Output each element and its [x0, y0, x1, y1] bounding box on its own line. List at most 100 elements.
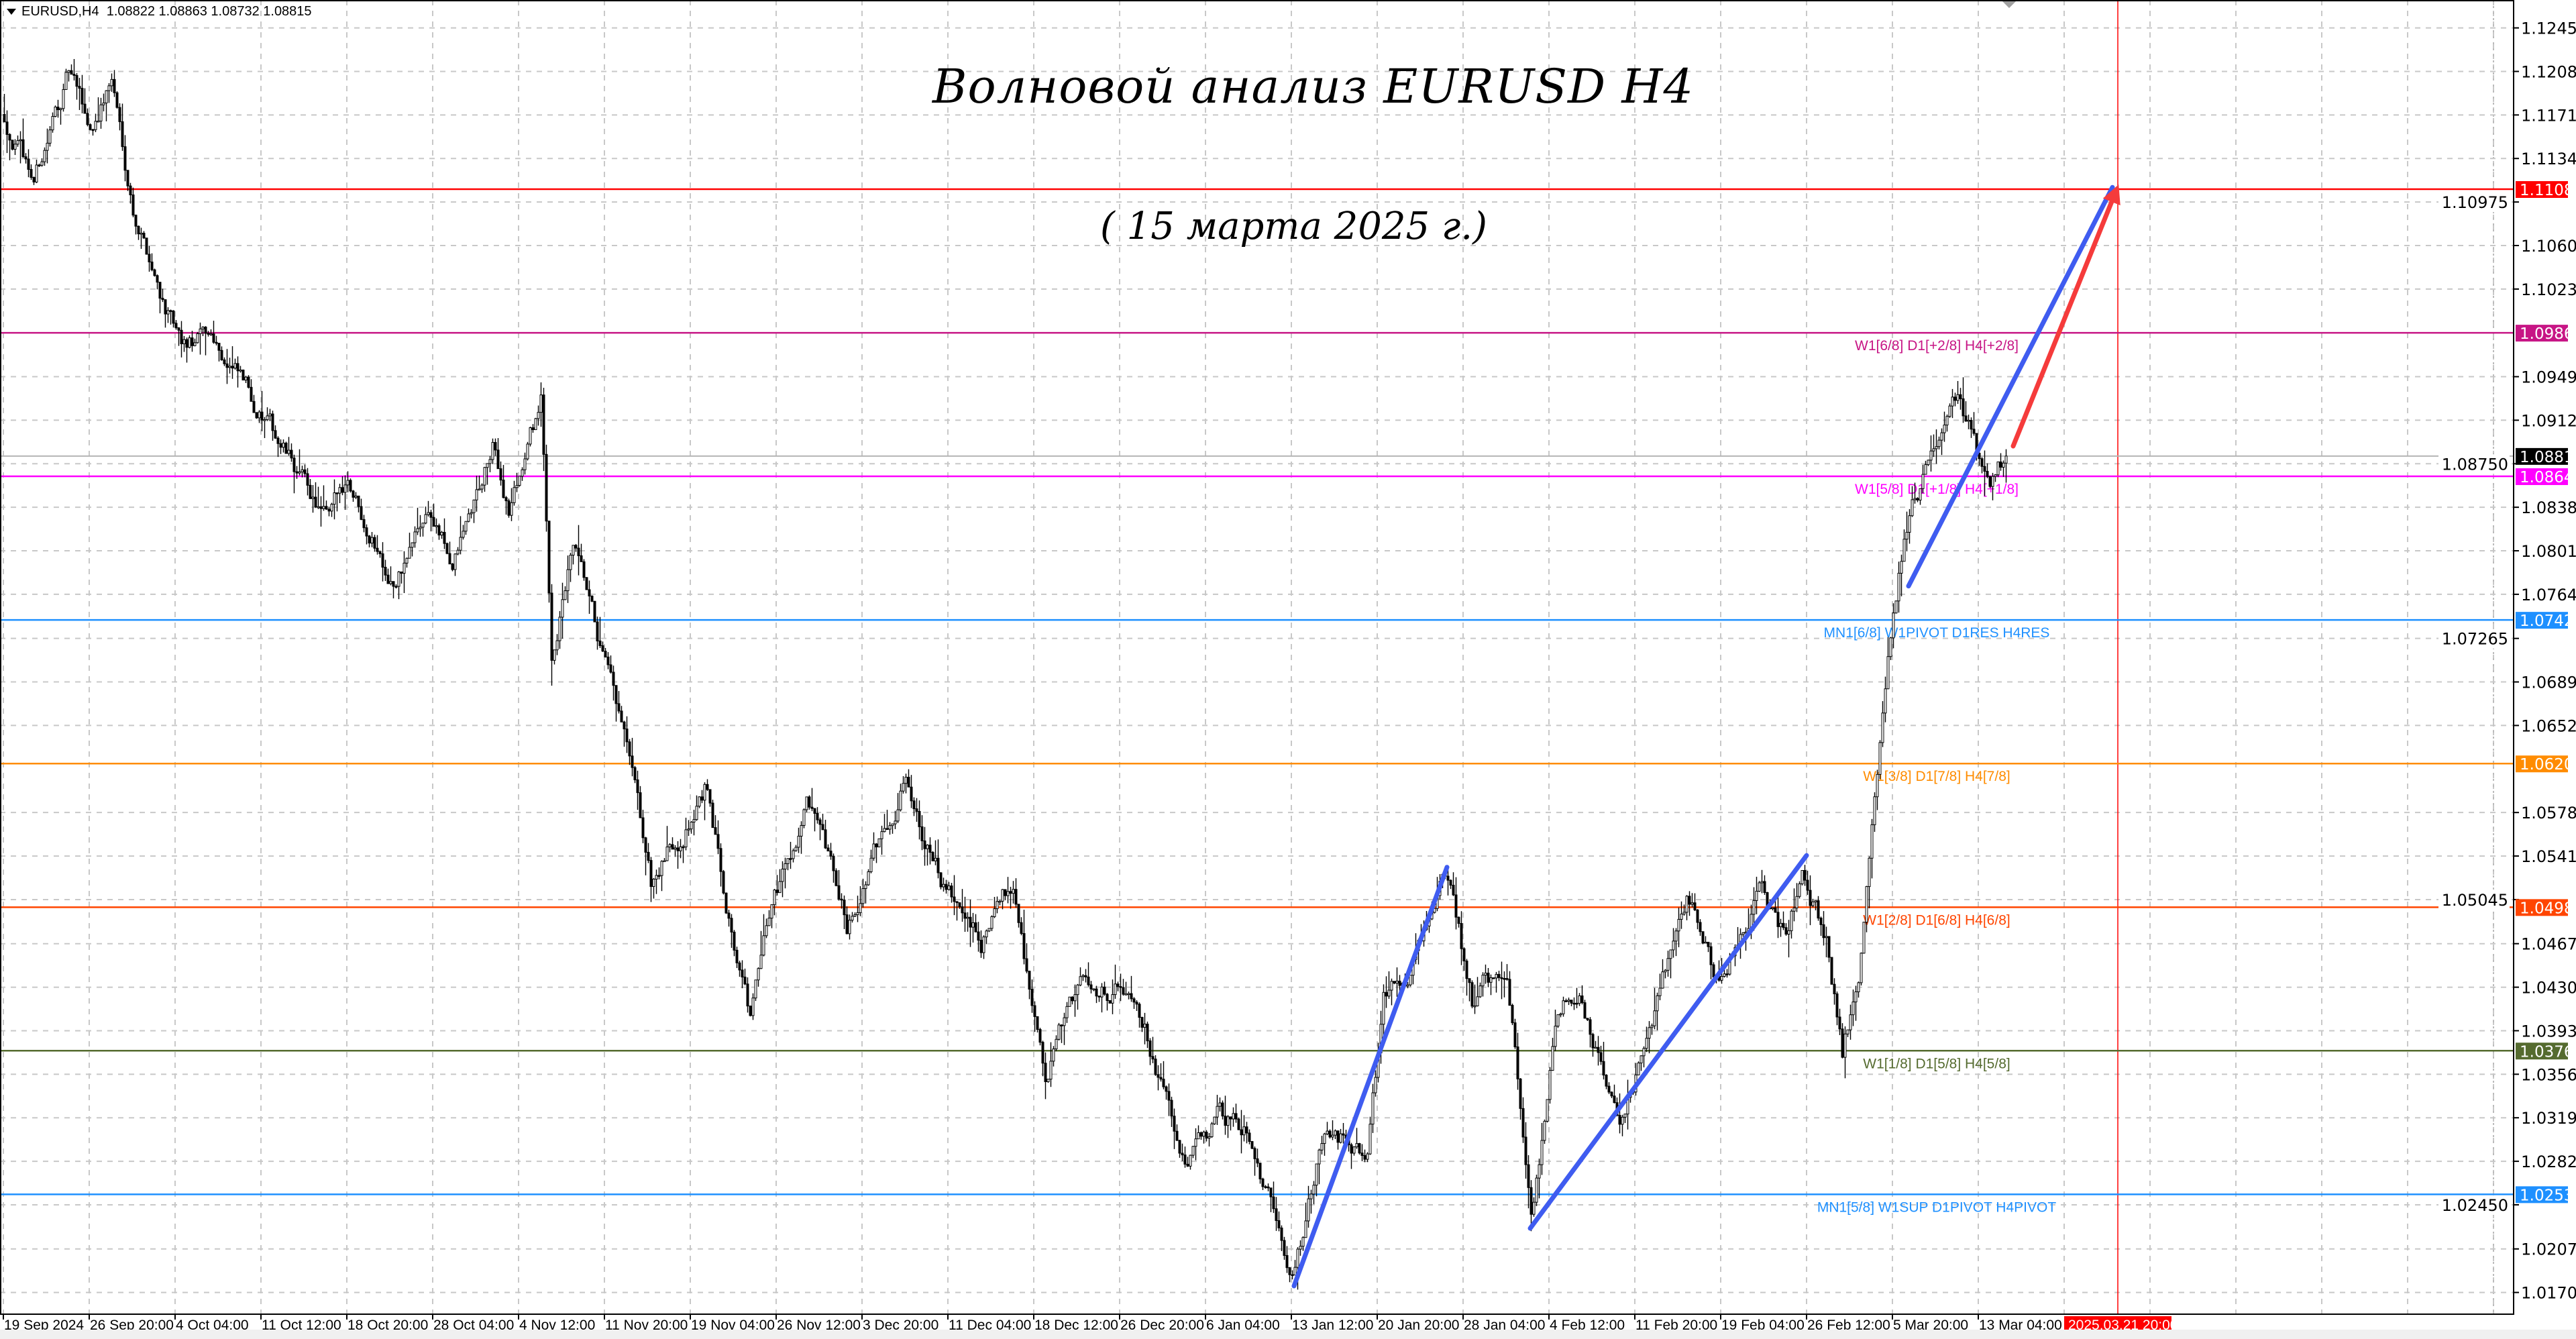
candle	[188, 337, 191, 348]
candle	[853, 914, 857, 917]
chart-shift-marker-icon[interactable]	[2002, 1, 2016, 8]
candle	[1916, 498, 1919, 500]
level-label: W1[3/8] D1[7/8] H4[7/8]	[1863, 769, 2010, 784]
candle	[161, 298, 164, 301]
time-tick-label: 11 Feb 20:00	[1635, 1318, 1717, 1333]
candle	[191, 337, 194, 346]
candle	[1897, 572, 1900, 602]
candle	[1044, 1063, 1047, 1082]
candle	[1578, 995, 1581, 1004]
forecast-arrow[interactable]	[2010, 184, 2121, 449]
candle	[1057, 1024, 1061, 1040]
candle	[585, 577, 588, 590]
candle	[75, 75, 78, 87]
chart-frame	[0, 0, 2514, 1315]
candle	[1945, 416, 1949, 426]
candle	[1884, 688, 1887, 714]
price-tick-label: 1.06895	[2521, 674, 2576, 692]
candle	[1921, 474, 1925, 489]
candle	[1798, 883, 1801, 897]
level-price-label: 1.02539	[2520, 1187, 2576, 1204]
candle	[1790, 910, 1793, 931]
time-tick-label: 28 Oct 04:00	[433, 1318, 514, 1333]
candle	[1843, 1033, 1847, 1058]
candle	[1857, 982, 1860, 992]
candle	[918, 810, 921, 827]
candle	[1073, 994, 1077, 1002]
price-tick-label: 1.01705	[2521, 1284, 2576, 1303]
candle	[483, 467, 486, 486]
candle	[1245, 1126, 1248, 1134]
candle	[129, 185, 132, 196]
candle	[1264, 1186, 1267, 1188]
candle	[577, 547, 580, 556]
candle	[580, 555, 583, 562]
candle	[794, 847, 798, 851]
candle	[743, 976, 747, 985]
candle	[861, 888, 865, 904]
candle	[1881, 712, 1884, 743]
candle	[1524, 1136, 1527, 1165]
candle	[1712, 964, 1715, 977]
candle	[43, 150, 46, 162]
price-axis[interactable]: 1.12455 1.12085 1.11715 1.11345 1.10975 1.106…	[2438, 19, 2576, 1303]
candle	[923, 840, 926, 849]
candle	[1293, 1267, 1297, 1276]
candle	[432, 517, 435, 527]
candle	[1803, 870, 1807, 881]
candle	[985, 930, 988, 938]
candle	[317, 506, 320, 508]
candle	[470, 512, 473, 515]
candle	[140, 233, 143, 235]
trendlines[interactable]	[1291, 184, 2121, 1289]
candle	[263, 419, 266, 421]
candle	[660, 861, 663, 876]
candle	[1666, 958, 1670, 971]
candle	[282, 442, 285, 448]
candle	[1878, 742, 1882, 775]
candle	[1269, 1187, 1273, 1197]
candle	[1543, 1120, 1546, 1141]
candle	[137, 225, 140, 235]
candle	[1328, 1130, 1332, 1138]
candle	[757, 968, 760, 981]
candle	[322, 506, 325, 509]
candle	[1538, 1164, 1541, 1179]
candle	[314, 496, 317, 508]
candle	[1583, 1002, 1587, 1019]
trendline[interactable]	[1527, 853, 1809, 1231]
candle	[1894, 600, 1898, 614]
candle	[126, 170, 129, 186]
time-axis[interactable]: 19 Sep 2024 26 Sep 20:00 4 Oct 04:00 11 Oct…	[3, 1314, 2178, 1334]
candle	[880, 831, 883, 839]
time-tick-label: 6 Jan 04:00	[1206, 1318, 1280, 1333]
candle	[1275, 1208, 1278, 1221]
candle	[628, 741, 631, 757]
candle	[775, 890, 779, 894]
candle	[835, 870, 838, 886]
candle	[904, 777, 908, 784]
candle	[11, 140, 14, 150]
candle	[1004, 889, 1007, 896]
candle	[1953, 396, 1957, 401]
candle	[1900, 561, 1903, 574]
candle	[89, 124, 92, 130]
analysis-date: ( 15 марта 2025 г.)	[1100, 205, 1487, 248]
trendline[interactable]	[1906, 184, 2115, 589]
candle	[378, 551, 382, 554]
candle	[1905, 531, 1909, 540]
candle	[786, 858, 790, 864]
trendline[interactable]	[1291, 865, 1450, 1289]
candle	[1248, 1132, 1251, 1142]
candle	[1368, 1124, 1372, 1155]
dropdown-triangle-icon[interactable]	[7, 9, 16, 15]
candle	[1801, 870, 1804, 885]
candle	[1395, 980, 1399, 984]
candle	[252, 400, 256, 413]
candle	[1527, 1164, 1530, 1188]
candle	[687, 828, 690, 831]
candle	[1548, 1070, 1552, 1100]
candle	[722, 871, 725, 894]
candle	[1283, 1240, 1286, 1256]
